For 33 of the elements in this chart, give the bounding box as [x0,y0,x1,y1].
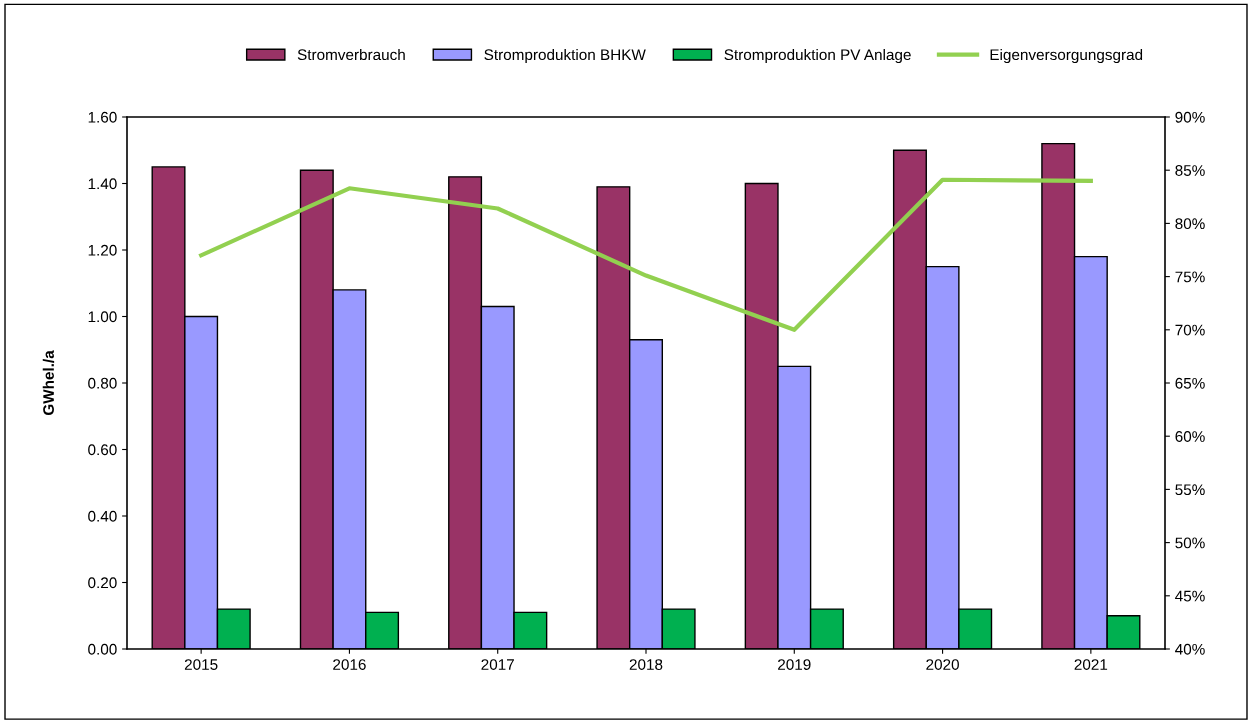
x-tick-label: 2017 [481,659,514,670]
legend-label: Eigenversorgungsgrad [990,48,1143,64]
x-tick-label: 2021 [1074,659,1108,670]
y2-tick-label: 75% [1175,271,1205,283]
y2-tick-label: 50% [1175,537,1205,549]
x-tick-label: 2016 [333,659,366,670]
y2-tick-label: 90% [1175,111,1205,123]
line-series [199,177,1093,332]
y2-tick-label: 65% [1175,377,1205,389]
y2-tick-label: 70% [1175,324,1205,336]
y-tick-label: 0.20 [88,577,117,589]
y-tick-label: 0.60 [88,444,117,456]
y2-tick-label: 40% [1175,643,1205,655]
y-axis-title: GWhel./a [42,350,55,416]
y-tick-label: 1.40 [88,178,117,190]
y-tick-label: 0.00 [88,643,117,655]
y-tick-label: 0.80 [88,377,117,389]
y2-tick-label: 45% [1175,590,1205,602]
legend-label: Stromverbrauch [297,48,405,61]
y-tick-label: 1.00 [88,311,117,323]
y2-tick-label: 55% [1175,484,1205,496]
x-tick-label: 2019 [778,659,811,670]
y-tick-label: 1.20 [88,244,117,256]
y2-tick-label: 85% [1175,165,1205,176]
y-tick-label: 1.60 [88,111,117,123]
y2-tick-label: 60% [1175,431,1205,442]
legend-label: Stromproduktion PV Anlage [724,48,911,64]
y2-tick-label: 80% [1175,218,1205,230]
x-tick-label: 2020 [926,659,959,670]
x-tick-label: 2015 [184,659,218,670]
x-tick-label: 2018 [629,659,663,670]
y-tick-label: 0.40 [88,510,117,522]
legend-label: Stromproduktion BHKW [484,48,646,64]
